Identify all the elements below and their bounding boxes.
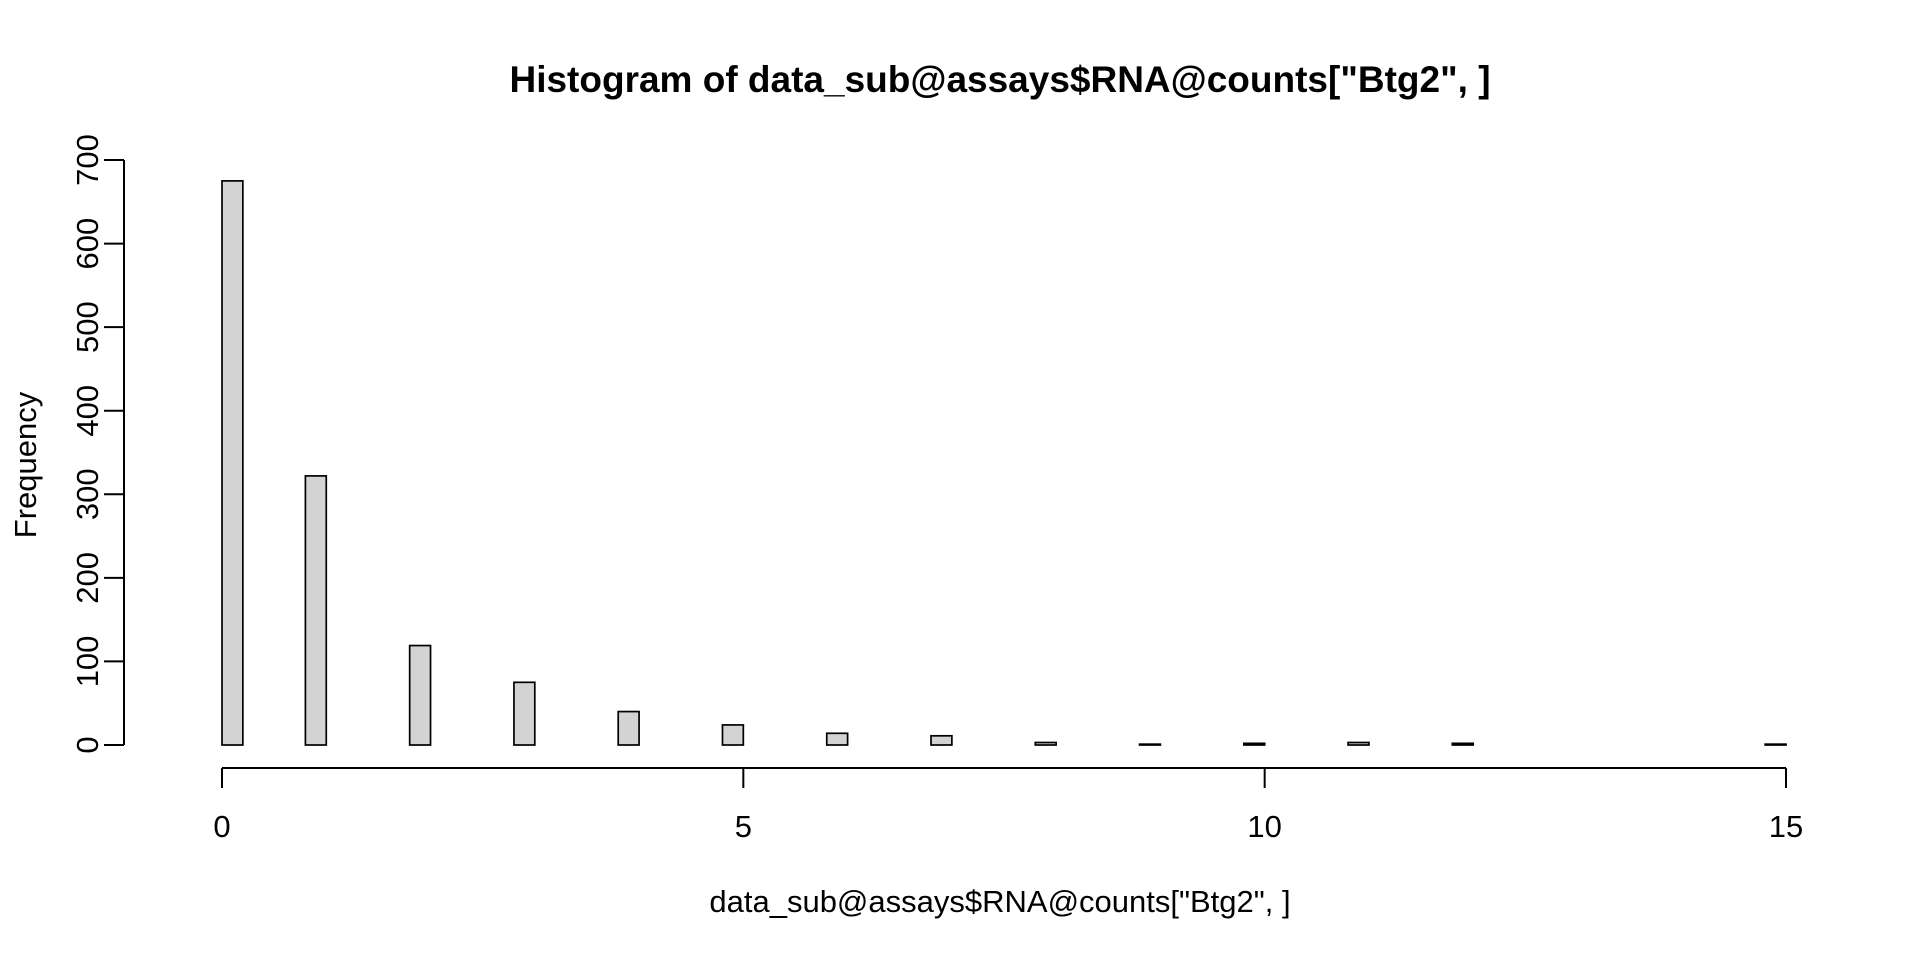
- histogram-bar: [304, 475, 328, 746]
- y-tick-label: 600: [70, 218, 105, 270]
- y-tick-label: 0: [70, 736, 105, 753]
- x-tick-label: 10: [1247, 809, 1281, 844]
- y-tick-label: 400: [70, 385, 105, 437]
- y-axis: 0 100 200 300 400 500 600 700: [70, 134, 125, 754]
- histogram-bar: [1242, 742, 1266, 746]
- histogram-bar: [1347, 741, 1370, 746]
- histogram-bars: [221, 180, 1787, 746]
- y-tick-label: 700: [70, 134, 105, 186]
- histogram-bar: [513, 681, 536, 746]
- y-tick-label: 500: [70, 301, 105, 353]
- histogram-bar: [221, 180, 244, 746]
- histogram-bar: [1764, 743, 1787, 746]
- x-axis: 0 5 10 15: [213, 767, 1803, 844]
- chart-title: Histogram of data_sub@assays$RNA@counts[…: [509, 59, 1490, 100]
- y-axis-label: Frequency: [8, 391, 43, 538]
- x-tick-label: 5: [735, 809, 752, 844]
- y-tick-label: 300: [70, 468, 105, 520]
- histogram-bar: [408, 644, 432, 746]
- x-tick-label: 0: [213, 809, 230, 844]
- histogram-bar: [930, 734, 953, 746]
- y-tick-label: 200: [70, 552, 105, 604]
- histogram-bar: [1138, 743, 1162, 746]
- histogram-bar: [825, 732, 849, 746]
- histogram-bar: [617, 710, 640, 746]
- x-tick-label: 15: [1769, 809, 1803, 844]
- histogram-bar: [1034, 741, 1057, 746]
- y-tick-label: 100: [70, 636, 105, 688]
- histogram-bar: [1451, 742, 1475, 746]
- histogram-bar: [721, 724, 745, 746]
- x-axis-label: data_sub@assays$RNA@counts["Btg2", ]: [709, 884, 1290, 919]
